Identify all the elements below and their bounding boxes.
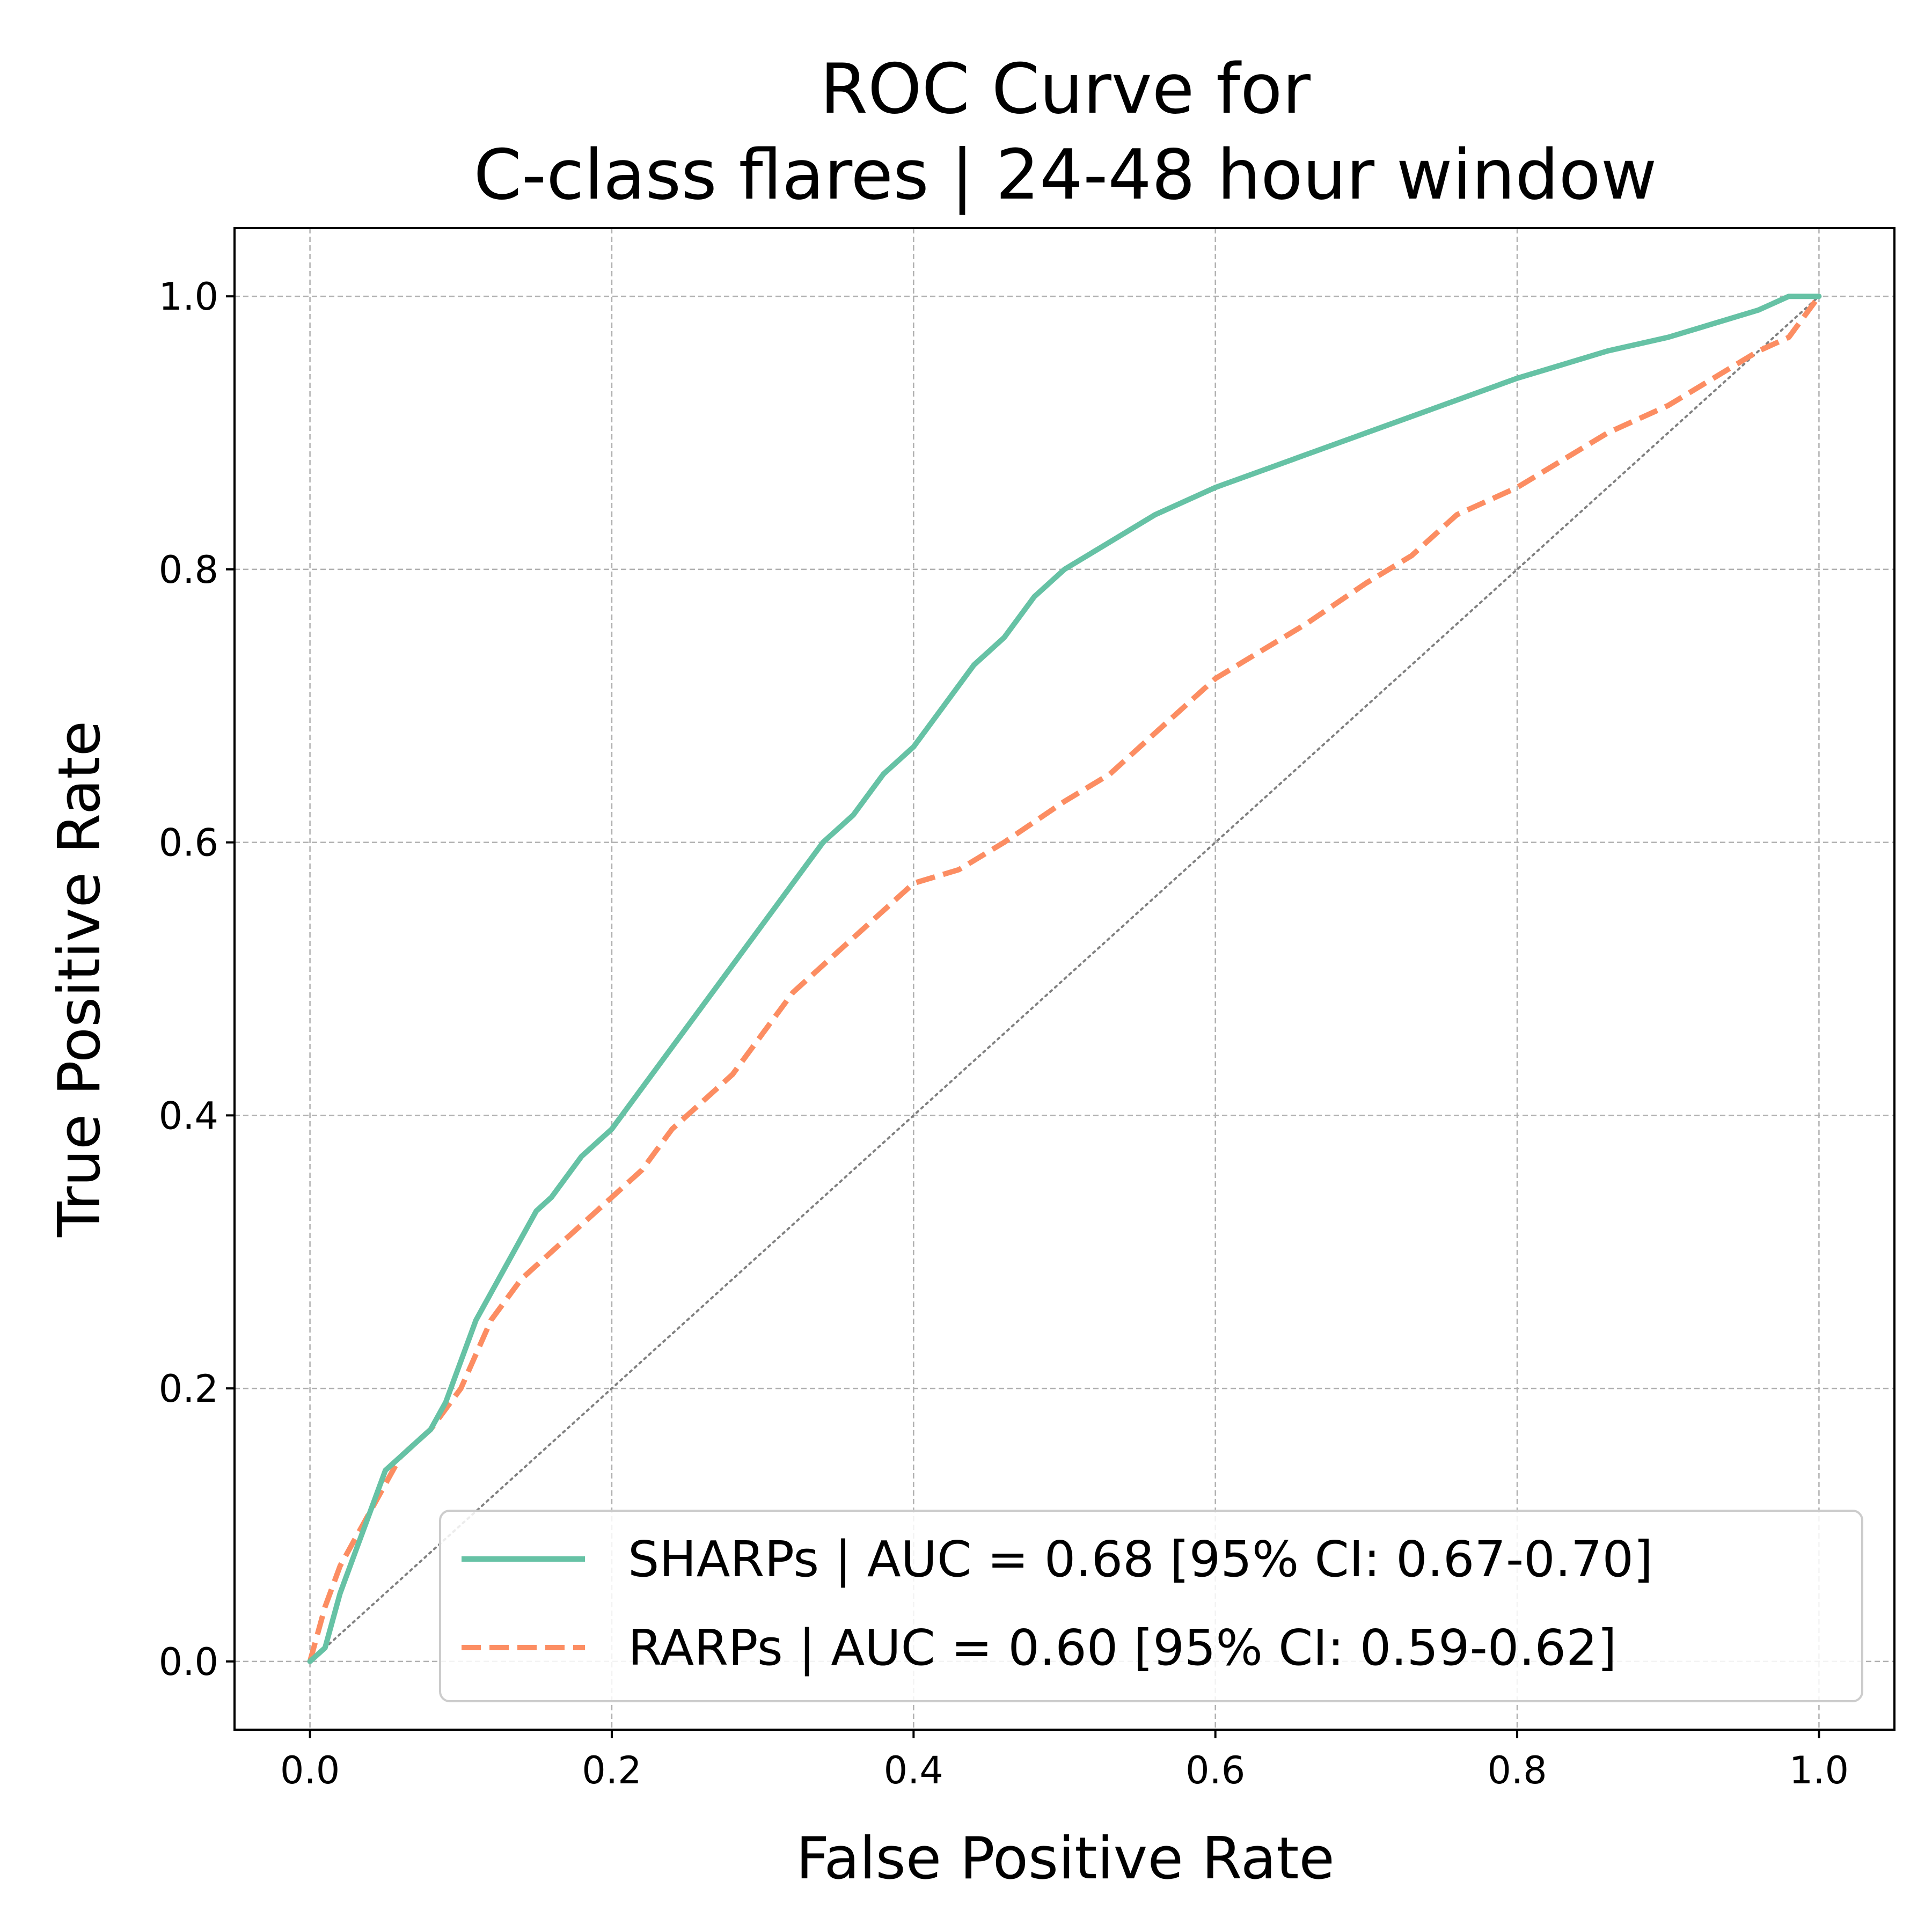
y-tick-label: 0.4: [159, 1094, 218, 1138]
x-tick-label: 0.0: [280, 1748, 340, 1792]
rarps-curve: [307, 295, 1821, 1663]
x-tick-label: 0.4: [884, 1748, 943, 1792]
ticks: 0.0 0.2 0.4 0.6 0.8 1.0 0.0 0.2 0.4 0.6 0.8 1.0: [159, 275, 1849, 1792]
y-tick-label: 0.6: [159, 821, 218, 865]
sharps-curve: [307, 294, 1822, 1664]
chart-title-line-1: ROC Curve for: [820, 49, 1311, 129]
y-tick-label: 0.2: [159, 1367, 218, 1411]
y-tick-label: 0.8: [159, 548, 218, 592]
x-tick-label: 0.8: [1487, 1748, 1547, 1792]
legend-label-rarps: RARPs | AUC = 0.60 [95% CI: 0.59-0.62]: [628, 1619, 1617, 1677]
series-group: [307, 294, 1822, 1664]
legend-label-sharps: SHARPs | AUC = 0.68 [95% CI: 0.67-0.70]: [628, 1531, 1653, 1588]
legend: SHARPs | AUC = 0.68 [95% CI: 0.67-0.70] …: [439, 1510, 1863, 1702]
y-tick-label: 0.0: [159, 1640, 218, 1684]
chart-title-line-2: C-class flares | 24-48 hour window: [474, 135, 1657, 215]
chance-diagonal: [309, 295, 1820, 1663]
legend-box: [439, 1510, 1863, 1702]
x-tick-label: 0.6: [1185, 1748, 1245, 1792]
grid: [235, 228, 1894, 1730]
x-tick-label: 1.0: [1789, 1748, 1849, 1792]
y-axis-label: True Positive Rate: [46, 721, 113, 1238]
x-tick-label: 0.2: [582, 1748, 641, 1792]
y-tick-label: 1.0: [159, 275, 218, 319]
x-axis-label: False Positive Rate: [796, 1825, 1335, 1892]
plot-frame: [233, 227, 1896, 1731]
